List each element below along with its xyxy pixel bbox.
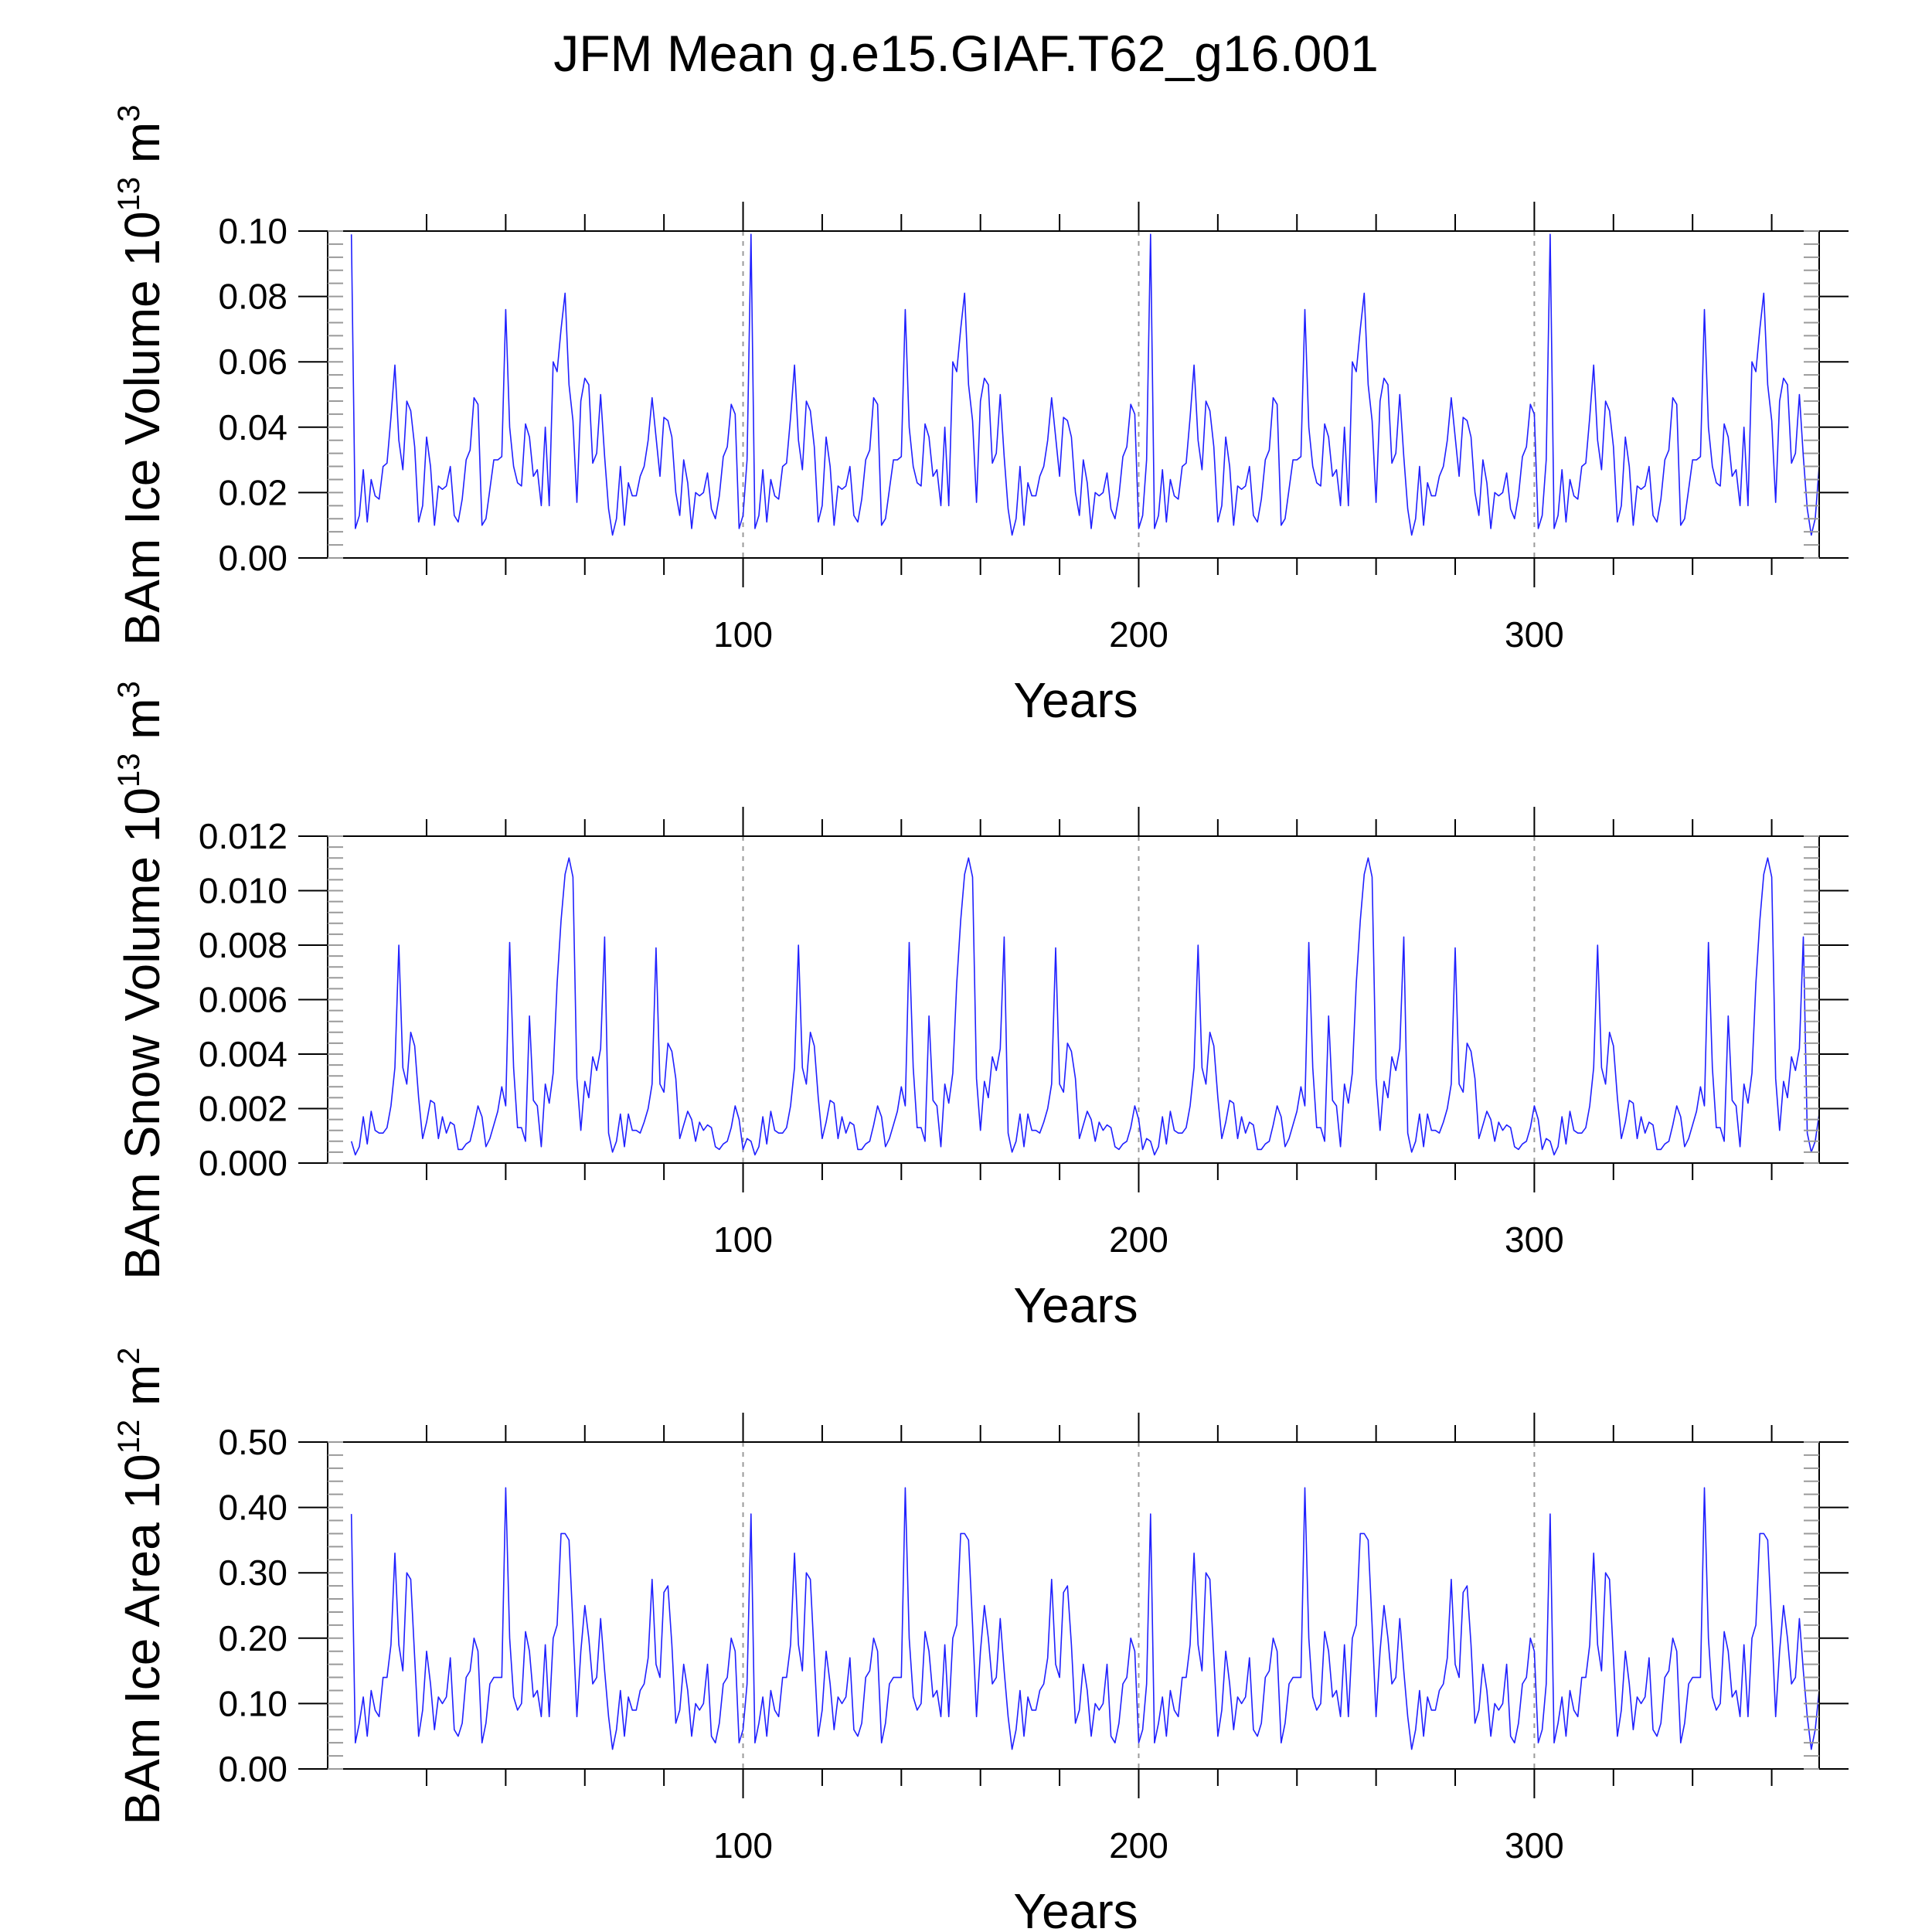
y-tick-label: 0.02 <box>218 472 287 512</box>
y-tick-label: 0.010 <box>199 871 287 911</box>
y-tick-label: 0.20 <box>218 1618 287 1658</box>
y-tick-label: 0.06 <box>218 342 287 382</box>
y-axis-title: BAm Ice Area 1012 m2 <box>112 1347 170 1825</box>
panel-snow-volume: 0.000 0.002 0.004 0.006 0.008 0.010 0.012 100 20… <box>112 681 1849 1333</box>
panel-ice-volume: 0.00 0.02 0.04 0.06 0.08 0.10 100 200 300 Years BA… <box>112 105 1849 728</box>
y-tick-label: 0.006 <box>199 980 287 1020</box>
figure-title: JFM Mean g.e15.GIAF.T62_g16.001 <box>553 25 1379 82</box>
y-tick-label: 0.00 <box>218 1749 287 1789</box>
y-tick-label: 0.00 <box>218 538 287 578</box>
panel-ice-area: 0.00 0.10 0.20 0.30 0.40 0.50 100 200 300 Years BA… <box>112 1347 1849 1932</box>
x-tick-label: 300 <box>1505 1219 1564 1260</box>
y-tick-label: 0.008 <box>199 925 287 965</box>
x-tick-label: 100 <box>713 614 773 655</box>
y-tick-label: 0.08 <box>218 277 287 317</box>
series-line <box>350 233 1820 536</box>
y-tick-label: 0.10 <box>218 1683 287 1723</box>
plot-frame <box>327 230 1820 559</box>
y-tick-label: 0.012 <box>199 816 287 856</box>
y-tick-label: 0.30 <box>218 1553 287 1593</box>
x-tick-label: 200 <box>1109 1825 1168 1866</box>
x-axis-title: Years <box>1013 672 1138 728</box>
y-axis-title: BAm Snow Volume 1013 m3 <box>112 681 170 1280</box>
y-tick-label: 0.002 <box>199 1089 287 1129</box>
y-tick-label: 0.000 <box>199 1143 287 1183</box>
x-tick-label: 100 <box>713 1825 773 1866</box>
x-tick-label: 100 <box>713 1219 773 1260</box>
plot-frame <box>327 1441 1820 1770</box>
x-tick-label: 200 <box>1109 1219 1168 1260</box>
y-axis-title: BAm Ice Volume 1013 m3 <box>112 105 170 646</box>
x-axis-title: Years <box>1013 1277 1138 1333</box>
series-line <box>350 1487 1820 1750</box>
y-tick-label: 0.004 <box>199 1034 287 1074</box>
x-axis-title: Years <box>1013 1883 1138 1932</box>
x-tick-label: 200 <box>1109 614 1168 655</box>
y-tick-label: 0.50 <box>218 1422 287 1462</box>
x-tick-label: 300 <box>1505 614 1564 655</box>
series-line <box>350 857 1820 1156</box>
y-tick-label: 0.04 <box>218 407 287 447</box>
y-tick-label: 0.10 <box>218 211 287 251</box>
x-tick-label: 300 <box>1505 1825 1564 1866</box>
y-tick-label: 0.40 <box>218 1488 287 1528</box>
